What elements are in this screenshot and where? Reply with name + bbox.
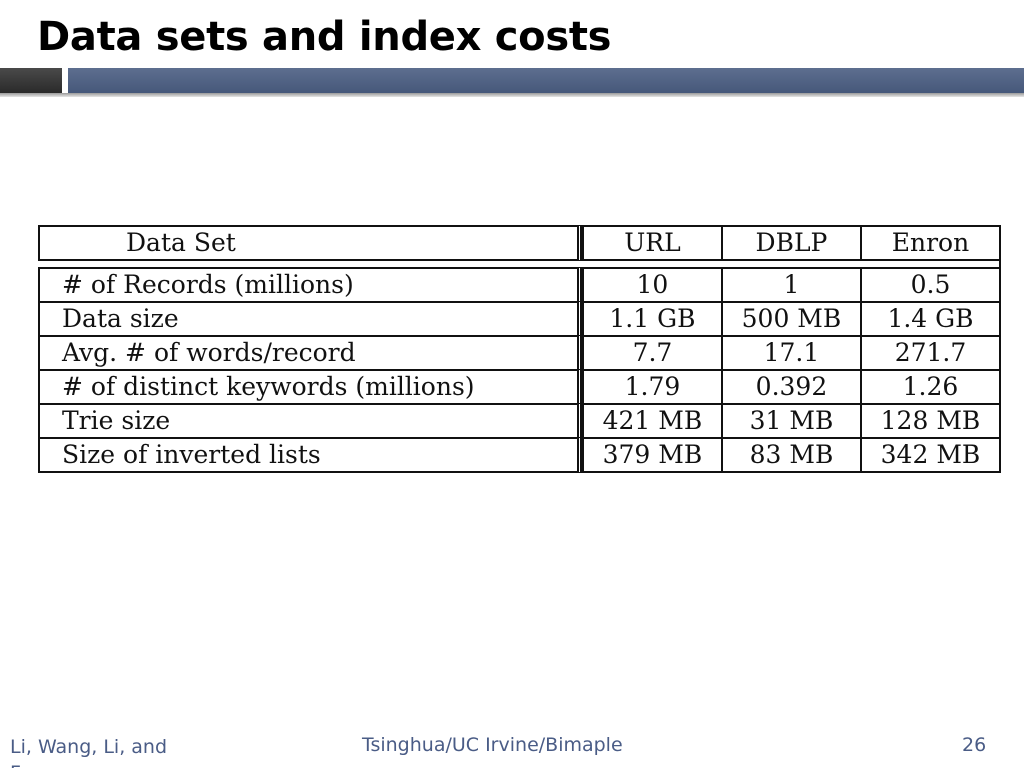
cell-url: 421 MB (581, 403, 721, 437)
header-cell-data-set: Data Set (38, 225, 582, 261)
header-cell-enron: Enron (859, 225, 1001, 261)
row-label: Trie size (38, 403, 582, 437)
cell-dblp: 17.1 (720, 335, 860, 369)
title-bar-gap (62, 68, 68, 93)
cell-dblp: 1 (720, 267, 860, 301)
footer-affiliation: Tsinghua/UC Irvine/Bimaple (362, 734, 623, 756)
cell-dblp: 500 MB (720, 301, 860, 335)
table-row: Size of inverted lists 379 MB 83 MB 342 … (38, 437, 1001, 473)
table-spacer (38, 261, 1001, 267)
title-bar-blue-stripe (68, 68, 1024, 93)
row-label: Data size (38, 301, 582, 335)
row-label: Avg. # of words/record (38, 335, 582, 369)
row-label: # of distinct keywords (millions) (38, 369, 582, 403)
cell-enron: 0.5 (859, 267, 1001, 301)
table-row: Data size 1.1 GB 500 MB 1.4 GB (38, 301, 1001, 335)
data-sets-table: Data Set URL DBLP Enron # of Records (mi… (38, 225, 1001, 473)
title-bar-dark-block (0, 68, 62, 93)
cell-enron: 342 MB (859, 437, 1001, 473)
cell-dblp: 0.392 (720, 369, 860, 403)
footer-authors: Li, Wang, Li, and Feng (10, 736, 168, 768)
cell-dblp: 31 MB (720, 403, 860, 437)
cell-url: 379 MB (581, 437, 721, 473)
table-row: Avg. # of words/record 7.7 17.1 271.7 (38, 335, 1001, 369)
title-bar-shadow (0, 93, 1024, 97)
header-cell-url: URL (581, 225, 721, 261)
table-row: # of distinct keywords (millions) 1.79 0… (38, 369, 1001, 403)
cell-enron: 1.4 GB (859, 301, 1001, 335)
cell-enron: 128 MB (859, 403, 1001, 437)
cell-url: 1.1 GB (581, 301, 721, 335)
row-label: Size of inverted lists (38, 437, 582, 473)
cell-enron: 271.7 (859, 335, 1001, 369)
table-header-row: Data Set URL DBLP Enron (38, 225, 1001, 261)
cell-url: 1.79 (581, 369, 721, 403)
slide-title: Data sets and index costs (37, 14, 612, 60)
cell-url: 10 (581, 267, 721, 301)
title-bar (0, 68, 1024, 97)
cell-url: 7.7 (581, 335, 721, 369)
table-row: Trie size 421 MB 31 MB 128 MB (38, 403, 1001, 437)
cell-enron: 1.26 (859, 369, 1001, 403)
table-row: # of Records (millions) 10 1 0.5 (38, 267, 1001, 301)
footer-page-number: 26 (962, 734, 987, 756)
row-label: # of Records (millions) (38, 267, 582, 301)
header-cell-dblp: DBLP (720, 225, 860, 261)
cell-dblp: 83 MB (720, 437, 860, 473)
